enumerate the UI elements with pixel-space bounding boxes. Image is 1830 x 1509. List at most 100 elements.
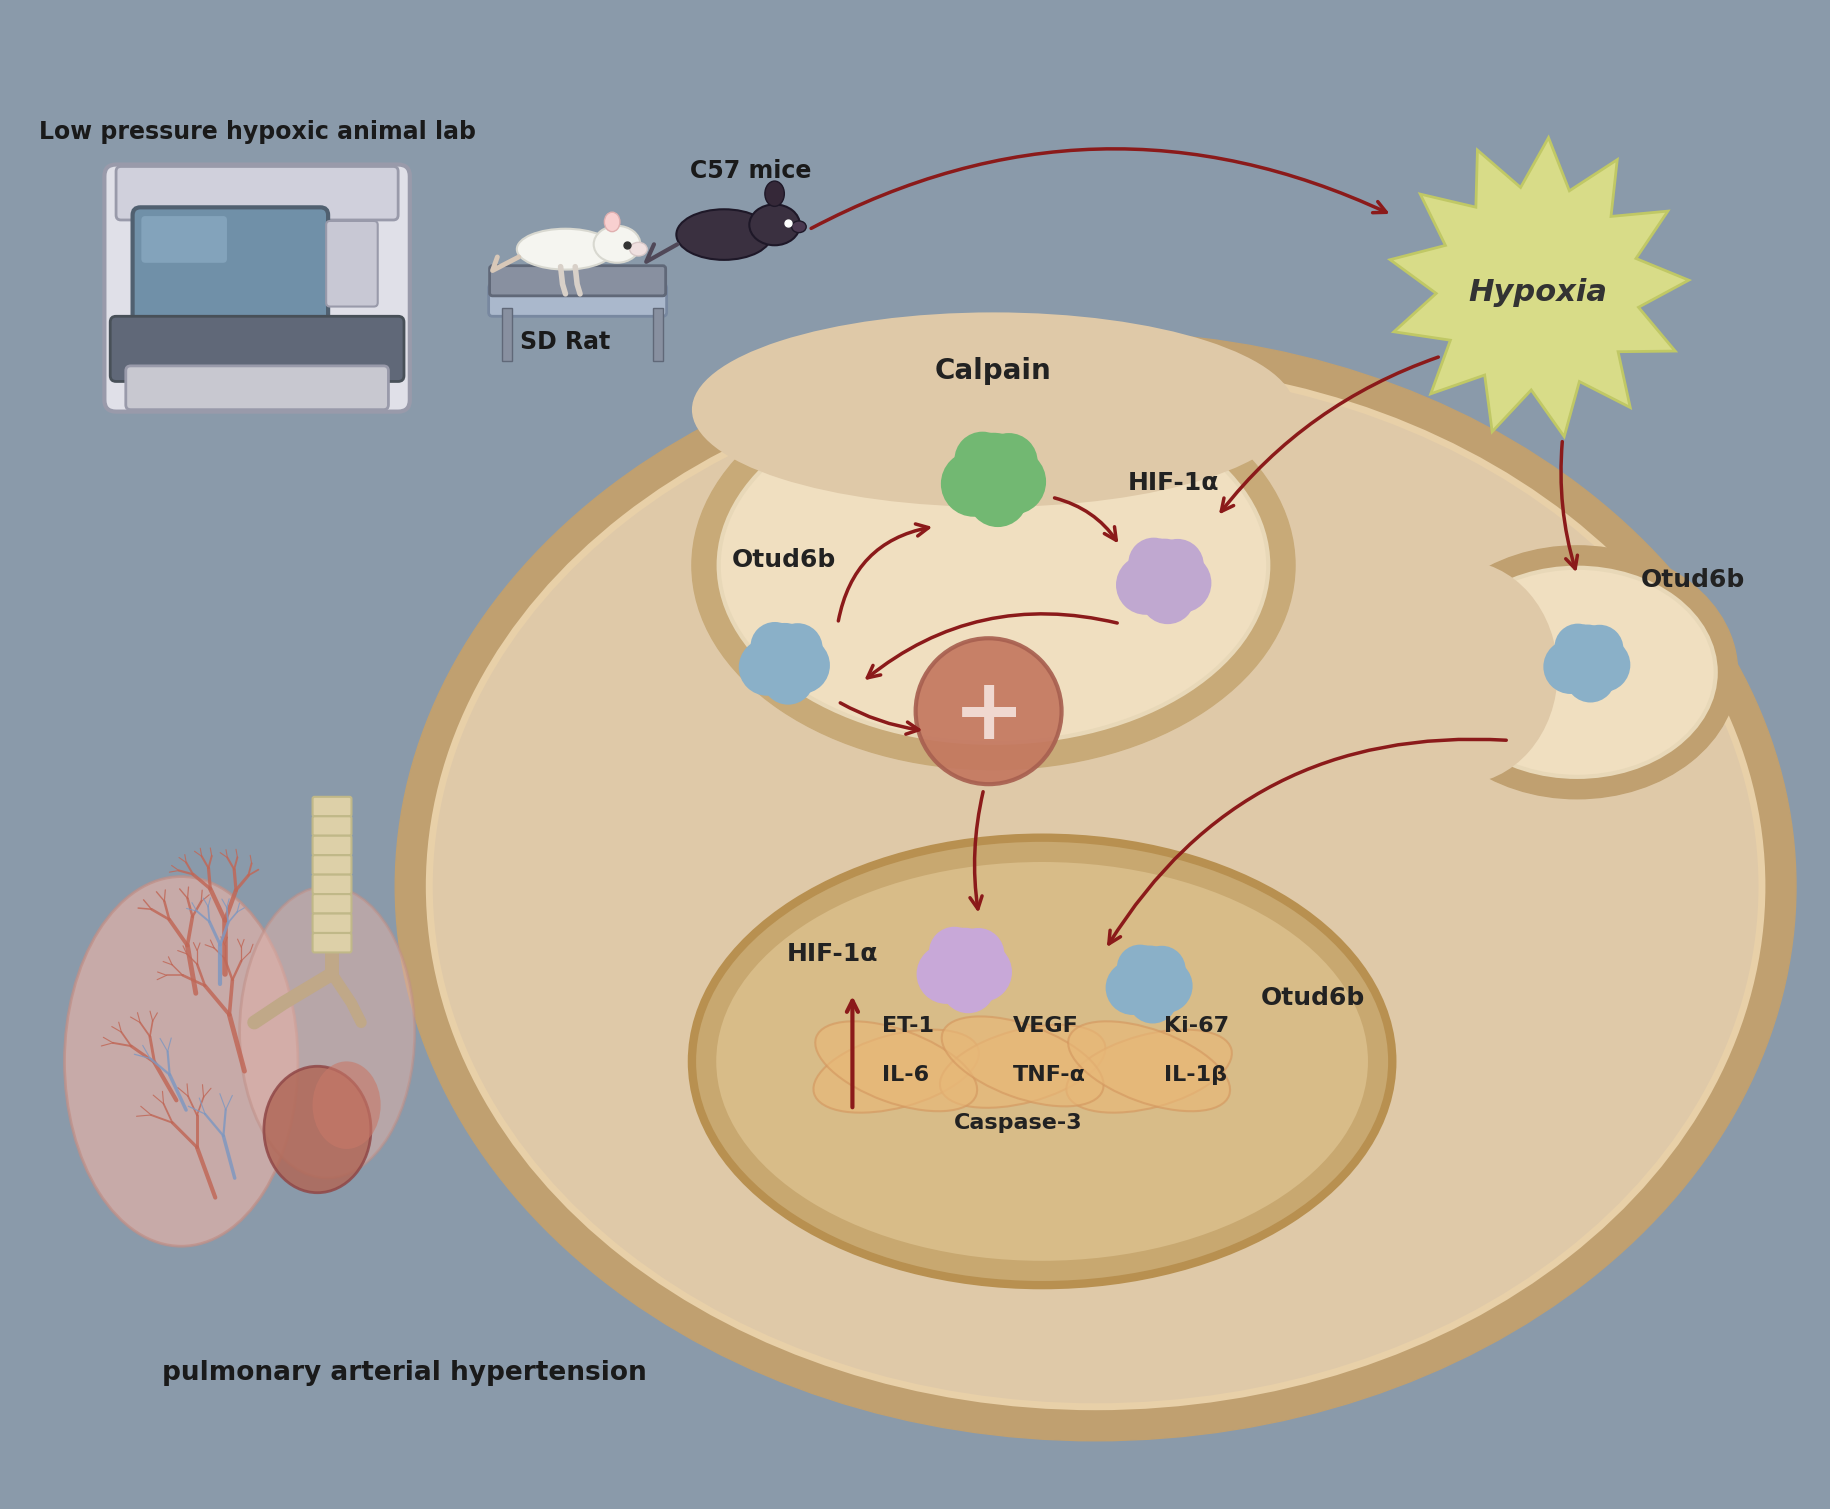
Bar <box>501 308 512 361</box>
Circle shape <box>915 638 1061 785</box>
Circle shape <box>1127 537 1179 589</box>
Ellipse shape <box>264 1067 371 1192</box>
Circle shape <box>758 646 803 691</box>
Circle shape <box>1554 625 1620 691</box>
FancyBboxPatch shape <box>489 266 666 296</box>
Ellipse shape <box>240 886 414 1179</box>
Text: ET-1: ET-1 <box>880 1016 933 1037</box>
Circle shape <box>1138 958 1191 1013</box>
Text: +: + <box>952 673 1025 756</box>
FancyBboxPatch shape <box>313 913 351 933</box>
FancyBboxPatch shape <box>141 216 227 263</box>
Polygon shape <box>1389 137 1687 436</box>
Circle shape <box>1114 946 1182 1013</box>
Circle shape <box>1124 967 1166 1011</box>
Ellipse shape <box>313 1061 381 1148</box>
Ellipse shape <box>1438 567 1715 777</box>
Text: Caspase-3: Caspase-3 <box>953 1114 1082 1133</box>
Text: Calpain: Calpain <box>935 356 1050 385</box>
Ellipse shape <box>692 837 1391 1286</box>
Ellipse shape <box>1416 546 1737 798</box>
Circle shape <box>1561 647 1603 690</box>
Circle shape <box>1576 625 1623 673</box>
Circle shape <box>979 448 1045 515</box>
Circle shape <box>1576 638 1629 693</box>
Ellipse shape <box>692 361 1294 770</box>
Text: IL-6: IL-6 <box>880 1065 928 1085</box>
Ellipse shape <box>791 220 805 232</box>
Ellipse shape <box>748 204 800 246</box>
Circle shape <box>772 637 829 694</box>
Circle shape <box>1554 623 1599 670</box>
Circle shape <box>737 638 796 696</box>
FancyBboxPatch shape <box>115 166 397 220</box>
Circle shape <box>928 927 979 978</box>
Circle shape <box>1140 569 1195 625</box>
Text: Ki-67: Ki-67 <box>1164 1016 1228 1037</box>
Circle shape <box>941 451 1006 516</box>
Ellipse shape <box>593 226 640 263</box>
Ellipse shape <box>719 388 1268 742</box>
Circle shape <box>1543 640 1598 694</box>
FancyBboxPatch shape <box>489 284 666 317</box>
Circle shape <box>1151 539 1202 592</box>
Ellipse shape <box>516 229 613 270</box>
Circle shape <box>772 623 822 673</box>
Text: Otud6b: Otud6b <box>1261 987 1365 1010</box>
Circle shape <box>1127 973 1177 1023</box>
Circle shape <box>979 433 1038 490</box>
Circle shape <box>1135 563 1182 611</box>
FancyBboxPatch shape <box>313 933 351 952</box>
Circle shape <box>1565 653 1614 703</box>
FancyBboxPatch shape <box>313 856 351 875</box>
Circle shape <box>952 942 1012 1002</box>
Circle shape <box>917 945 975 1003</box>
Text: TNF-α: TNF-α <box>1012 1065 1085 1085</box>
Bar <box>653 308 662 361</box>
Text: HIF-1α: HIF-1α <box>787 943 878 966</box>
Ellipse shape <box>941 1017 1103 1106</box>
FancyBboxPatch shape <box>126 365 388 409</box>
FancyBboxPatch shape <box>104 164 410 412</box>
FancyBboxPatch shape <box>313 895 351 913</box>
Ellipse shape <box>675 210 770 260</box>
Text: C57 mice: C57 mice <box>690 160 811 183</box>
Ellipse shape <box>1067 1022 1230 1111</box>
FancyBboxPatch shape <box>132 207 328 340</box>
Text: HIF-1α: HIF-1α <box>1127 471 1219 495</box>
Text: VEGF: VEGF <box>1012 1016 1078 1037</box>
Circle shape <box>1116 945 1162 991</box>
Circle shape <box>1105 961 1160 1016</box>
Circle shape <box>963 460 1014 512</box>
Circle shape <box>761 652 814 705</box>
FancyBboxPatch shape <box>313 875 351 895</box>
Ellipse shape <box>813 1029 979 1112</box>
Ellipse shape <box>64 877 298 1246</box>
Text: IL-1β: IL-1β <box>1164 1065 1226 1085</box>
Circle shape <box>937 952 983 999</box>
Ellipse shape <box>428 365 1760 1406</box>
Text: SD Rat: SD Rat <box>520 329 609 353</box>
FancyBboxPatch shape <box>313 816 351 836</box>
Text: Low pressure hypoxic animal lab: Low pressure hypoxic animal lab <box>38 121 476 145</box>
Ellipse shape <box>1362 560 1557 785</box>
Ellipse shape <box>692 312 1294 507</box>
Text: Otud6b: Otud6b <box>732 548 836 572</box>
Ellipse shape <box>1065 1029 1232 1112</box>
Ellipse shape <box>814 1022 977 1111</box>
Circle shape <box>1151 554 1211 613</box>
Ellipse shape <box>765 181 783 207</box>
Circle shape <box>941 958 996 1013</box>
Circle shape <box>953 433 1032 513</box>
Circle shape <box>953 432 1010 487</box>
Ellipse shape <box>716 862 1367 1262</box>
Circle shape <box>968 466 1027 527</box>
FancyBboxPatch shape <box>313 836 351 856</box>
Ellipse shape <box>939 1025 1105 1108</box>
Ellipse shape <box>395 332 1795 1441</box>
Text: pulmonary arterial hypertension: pulmonary arterial hypertension <box>161 1360 646 1385</box>
Ellipse shape <box>604 213 620 232</box>
Text: Otud6b: Otud6b <box>1640 567 1744 592</box>
Circle shape <box>952 928 1005 981</box>
Circle shape <box>1127 539 1199 611</box>
